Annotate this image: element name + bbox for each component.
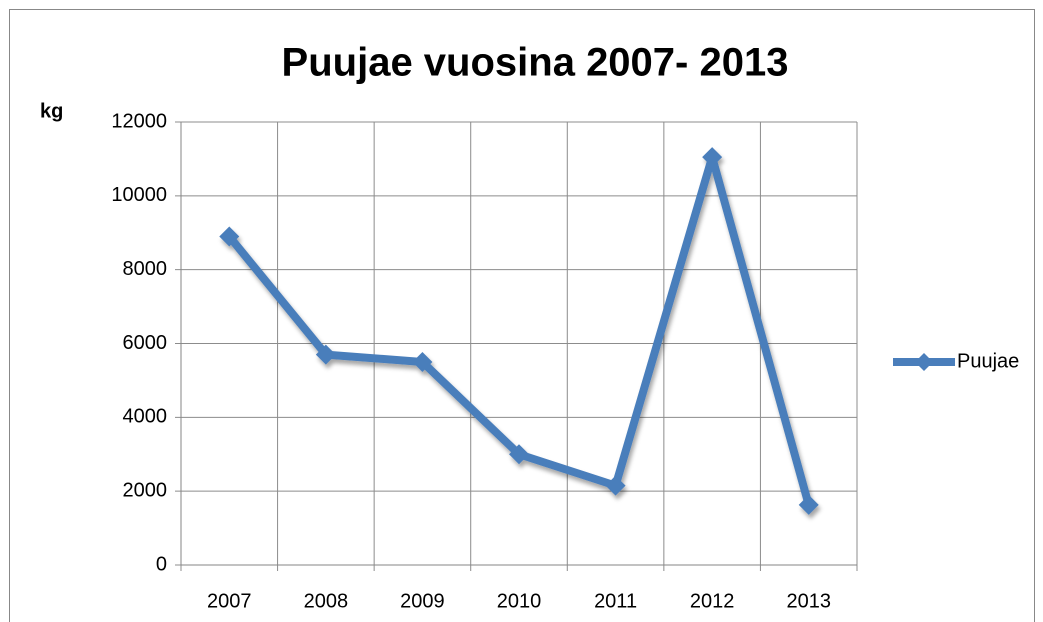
x-tick-label: 2008 xyxy=(304,590,349,612)
x-tick-label: 2012 xyxy=(690,590,735,612)
y-axis-label: kg xyxy=(40,100,63,122)
y-tick-label: 8000 xyxy=(123,258,168,280)
marker xyxy=(798,494,819,515)
marker xyxy=(315,344,336,365)
legend-marker xyxy=(915,353,933,371)
x-tick-label: 2010 xyxy=(497,590,542,612)
y-tick-label: 10000 xyxy=(111,184,167,206)
chart-frame xyxy=(9,9,1035,622)
legend-label: Puujae xyxy=(957,350,1019,372)
y-tick-label: 6000 xyxy=(123,332,168,354)
x-tick-label: 2011 xyxy=(594,590,637,612)
marker xyxy=(412,351,433,372)
x-tick-label: 2007 xyxy=(207,590,252,612)
y-tick-label: 0 xyxy=(156,553,167,575)
x-tick-label: 2013 xyxy=(786,590,831,612)
series xyxy=(219,147,819,515)
marker xyxy=(509,444,529,465)
marker xyxy=(219,226,240,247)
y-tick-label: 12000 xyxy=(111,110,167,132)
x-tick-label: 2009 xyxy=(400,590,445,612)
chart-title: Puujae vuosina 2007- 2013 xyxy=(282,41,789,85)
marker xyxy=(605,475,626,496)
y-tick-label: 4000 xyxy=(123,406,168,428)
y-tick-label: 2000 xyxy=(123,479,168,501)
marker xyxy=(702,147,723,168)
